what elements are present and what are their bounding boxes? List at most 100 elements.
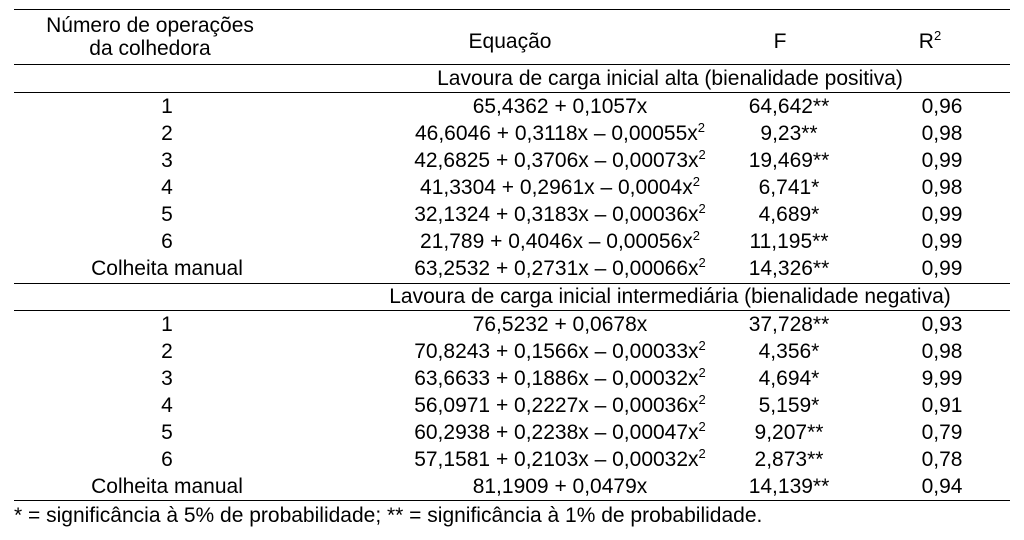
- r2-cell: 0,99: [921, 149, 963, 172]
- group-mid-rule: [14, 310, 1010, 311]
- operations-cell: 1: [161, 95, 173, 118]
- f-cell: 2,873**: [754, 448, 824, 471]
- operations-cell: 1: [161, 313, 173, 336]
- equation-cell: 41,3304 + 0,2961x – 0,0004x2: [320, 175, 800, 201]
- equation-cell: 42,6825 + 0,3706x – 0,00073x2: [320, 148, 800, 174]
- table-row: 3 63,6633 + 0,1886x – 0,00032x2 4,694* 9,99: [14, 366, 1010, 392]
- equation-exponent: 2: [698, 147, 706, 162]
- r2-cell: 9,99: [921, 367, 963, 390]
- equation-exponent: 2: [698, 419, 706, 434]
- r2-cell: 0,99: [921, 257, 963, 280]
- header-r2-base: R: [918, 30, 934, 53]
- r2-cell: 0,78: [921, 448, 963, 471]
- equation-exponent: 2: [698, 392, 706, 407]
- operations-cell: 2: [161, 340, 173, 363]
- header-operations: Número de operações da colhedora: [14, 14, 286, 60]
- f-cell: 14,326**: [748, 257, 830, 280]
- equation-text: 41,3304 + 0,2961x – 0,0004x: [420, 176, 693, 199]
- operations-cell: Colheita manual: [91, 257, 243, 280]
- equation-cell: 46,6046 + 0,3118x – 0,00055x2: [320, 121, 800, 147]
- group-mid-title: Lavoura de carga inicial intermediária (…: [389, 285, 951, 308]
- equation-text: 21,789 + 0,4046x – 0,00056x: [420, 230, 693, 253]
- table-bottom-rule: [14, 500, 1010, 501]
- operations-cell: 3: [161, 149, 173, 172]
- equation-text: 70,8243 + 0,1566x – 0,00033x: [414, 340, 699, 363]
- r2-cell: 0,91: [921, 394, 963, 417]
- equation-exponent: 2: [698, 201, 706, 216]
- r2-cell: 0,98: [921, 176, 963, 199]
- r2-cell: 0,98: [921, 122, 963, 145]
- operations-cell: 6: [161, 448, 173, 471]
- header-r2: R2: [900, 28, 960, 53]
- equation-exponent: 2: [698, 255, 706, 270]
- equation-exponent: 2: [692, 174, 700, 189]
- table-row: 4 41,3304 + 0,2961x – 0,0004x2 6,741* 0,98: [14, 175, 1010, 201]
- equation-cell: 65,4362 + 0,1057x: [320, 94, 800, 120]
- operations-cell: 2: [161, 122, 173, 145]
- equation-text: 32,1324 + 0,3183x – 0,00036x: [414, 203, 699, 226]
- group-high-rule: [14, 92, 1010, 93]
- f-cell: 6,741*: [758, 176, 820, 199]
- table-row: 3 42,6825 + 0,3706x – 0,00073x2 19,469** 0,…: [14, 148, 1010, 174]
- r2-cell: 0,98: [921, 340, 963, 363]
- f-cell: 4,689*: [758, 203, 820, 226]
- header-rule: [14, 64, 1010, 65]
- f-cell: 19,469**: [748, 149, 830, 172]
- equation-exponent: 2: [698, 338, 706, 353]
- table-row: 5 60,2938 + 0,2238x – 0,00047x2 9,207** 0,7…: [14, 420, 1010, 446]
- table-row: Colheita manual 81,1909 + 0,0479x 14,139**…: [14, 474, 1010, 500]
- equation-text: 65,4362 + 0,1057x: [472, 95, 648, 118]
- equation-cell: 76,5232 + 0,0678x: [320, 312, 800, 338]
- table-row: 1 76,5232 + 0,0678x 37,728** 0,93: [14, 312, 1010, 338]
- equation-text: 63,6633 + 0,1886x – 0,00032x: [414, 367, 699, 390]
- f-cell: 5,159*: [758, 394, 820, 417]
- equation-cell: 63,2532 + 0,2731x – 0,00066x2: [320, 256, 800, 282]
- header-operations-line1: Número de operações: [46, 14, 254, 37]
- table-row: 2 46,6046 + 0,3118x – 0,00055x2 9,23** 0,98: [14, 121, 1010, 147]
- table-row: 5 32,1324 + 0,3183x – 0,00036x2 4,689* 0,99: [14, 202, 1010, 228]
- group-separator-rule: [14, 283, 1010, 284]
- table-row: 2 70,8243 + 0,1566x – 0,00033x2 4,356* 0,98: [14, 339, 1010, 365]
- f-cell: 37,728**: [748, 313, 830, 336]
- header-operations-line2: da colhedora: [89, 37, 211, 60]
- header-equation: Equação: [468, 30, 552, 53]
- f-cell: 9,23**: [760, 122, 818, 145]
- equation-cell: 57,1581 + 0,2103x – 0,00032x2: [320, 447, 800, 473]
- footnote: * = significância à 5% de probabilidade;…: [14, 504, 763, 527]
- table-row: 6 21,789 + 0,4046x – 0,00056x2 11,195** 0,9…: [14, 229, 1010, 255]
- r2-cell: 0,79: [921, 421, 963, 444]
- f-cell: 4,694*: [758, 367, 820, 390]
- equation-cell: 56,0971 + 0,2227x – 0,00036x2: [320, 393, 800, 419]
- header-r2-sup: 2: [933, 28, 942, 43]
- equation-exponent: 2: [698, 446, 706, 461]
- f-cell: 14,139**: [748, 475, 830, 498]
- group-high-title: Lavoura de carga inicial alta (bienalida…: [437, 67, 903, 90]
- equation-exponent: 2: [697, 120, 705, 135]
- table-row: Colheita manual 63,2532 + 0,2731x – 0,000…: [14, 256, 1010, 282]
- table-row: 6 57,1581 + 0,2103x – 0,00032x2 2,873** 0,7…: [14, 447, 1010, 473]
- equation-exponent: 2: [692, 228, 700, 243]
- equation-cell: 81,1909 + 0,0479x: [320, 474, 800, 500]
- equation-text: 56,0971 + 0,2227x – 0,00036x: [414, 394, 699, 417]
- operations-cell: 5: [161, 203, 173, 226]
- table-row: 1 65,4362 + 0,1057x 64,642** 0,96: [14, 94, 1010, 120]
- r2-cell: 0,96: [921, 95, 963, 118]
- table-top-rule: [14, 9, 1010, 10]
- f-cell: 64,642**: [748, 95, 830, 118]
- equation-text: 57,1581 + 0,2103x – 0,00032x: [414, 448, 699, 471]
- equation-cell: 60,2938 + 0,2238x – 0,00047x2: [320, 420, 800, 446]
- equation-text: 81,1909 + 0,0479x: [472, 475, 648, 498]
- r2-cell: 0,99: [921, 230, 963, 253]
- header-f: F: [773, 30, 787, 53]
- equation-text: 60,2938 + 0,2238x – 0,00047x: [414, 421, 699, 444]
- operations-cell: 4: [161, 176, 173, 199]
- operations-cell: 6: [161, 230, 173, 253]
- operations-cell: 5: [161, 421, 173, 444]
- equation-text: 42,6825 + 0,3706x – 0,00073x: [414, 149, 699, 172]
- equation-cell: 63,6633 + 0,1886x – 0,00032x2: [320, 366, 800, 392]
- equation-cell: 32,1324 + 0,3183x – 0,00036x2: [320, 202, 800, 228]
- operations-cell: 4: [161, 394, 173, 417]
- f-cell: 11,195**: [749, 230, 829, 253]
- table-row: 4 56,0971 + 0,2227x – 0,00036x2 5,159* 0,91: [14, 393, 1010, 419]
- r2-cell: 0,93: [921, 313, 963, 336]
